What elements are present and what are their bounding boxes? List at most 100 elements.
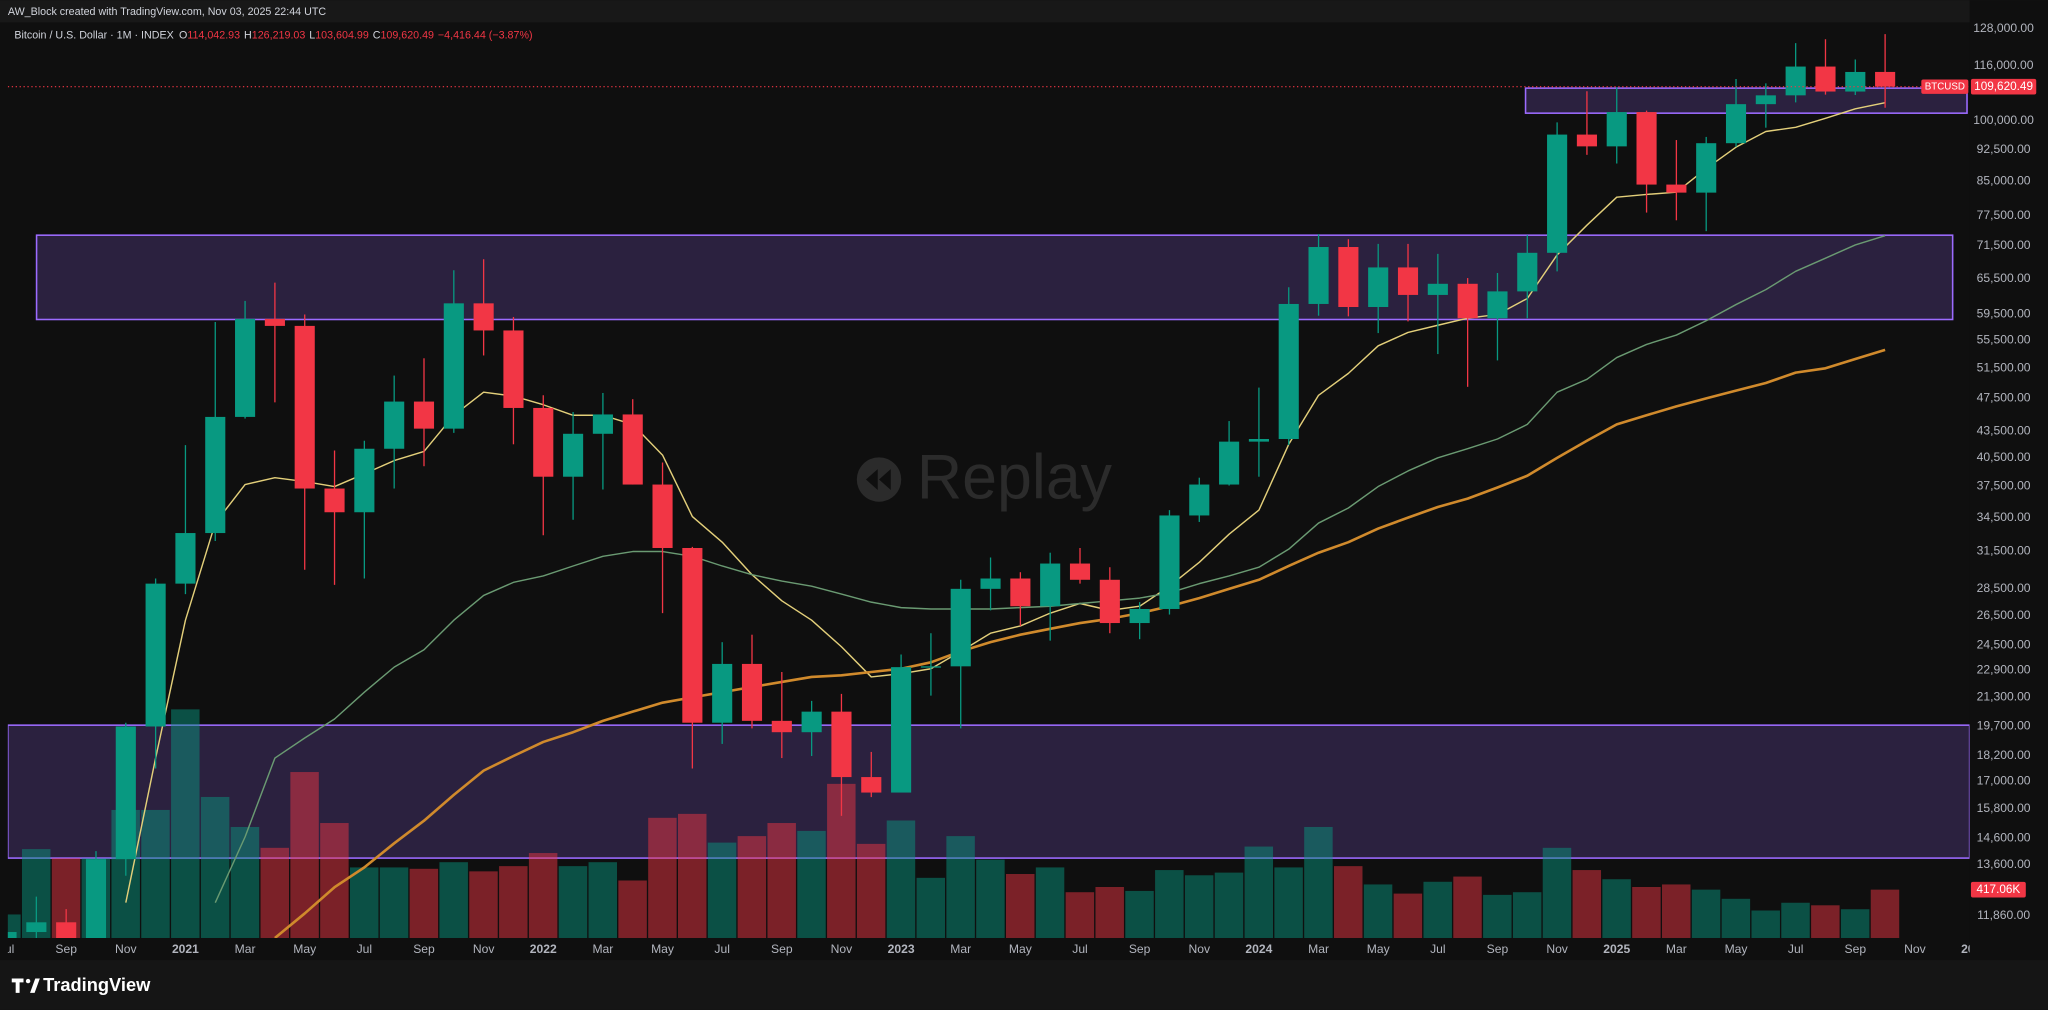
brand-logo: TradingView bbox=[11, 974, 151, 995]
volume-bar bbox=[976, 859, 1005, 938]
last-price-label: 109,620.49 bbox=[1974, 80, 2033, 93]
volume-bar bbox=[1840, 909, 1870, 938]
x-tick-label: Mar bbox=[235, 942, 256, 956]
x-tick-label: Mar bbox=[1308, 942, 1329, 956]
candle-body bbox=[443, 303, 464, 429]
y-tick-label: 13,600.00 bbox=[1977, 857, 2031, 871]
y-tick-label: 14,600.00 bbox=[1977, 830, 2031, 844]
volume-bar bbox=[1632, 886, 1661, 938]
brand: TradingView bbox=[43, 974, 151, 995]
candle-body bbox=[1487, 291, 1508, 319]
x-tick-label: 2021 bbox=[172, 942, 199, 956]
volume-bar bbox=[1035, 867, 1065, 938]
volume-bar bbox=[588, 862, 618, 938]
legend-symbol: Bitcoin / U.S. Dollar · 1M · INDEX bbox=[14, 29, 173, 41]
plot-area: Replay bbox=[7, 34, 1970, 938]
candle-body bbox=[1338, 247, 1359, 308]
candle-body bbox=[1576, 134, 1597, 147]
volume-bar bbox=[1811, 905, 1840, 938]
candle-body bbox=[7, 932, 17, 938]
volume-bar bbox=[499, 866, 528, 938]
candle-body bbox=[1368, 267, 1389, 308]
legend-value: 109,620.49 bbox=[380, 29, 434, 41]
zone bbox=[1524, 87, 1968, 114]
candle-body bbox=[56, 922, 77, 938]
candle-body bbox=[592, 414, 613, 434]
legend-value: 126,219.03 bbox=[252, 29, 306, 41]
candle-body bbox=[801, 711, 822, 733]
ticker-label: BTCUSD bbox=[1925, 82, 1965, 93]
candle-body bbox=[175, 533, 196, 584]
logo-dot bbox=[25, 978, 31, 984]
candle-body bbox=[85, 859, 107, 938]
watermark: Replay bbox=[856, 443, 1113, 513]
volume-bar bbox=[1006, 874, 1035, 938]
candle-body bbox=[1427, 283, 1448, 295]
candle-body bbox=[1010, 578, 1031, 607]
volume-bar bbox=[349, 867, 379, 938]
volume-bar bbox=[1214, 872, 1244, 938]
x-tick-label: Jul bbox=[357, 942, 373, 956]
candle-body bbox=[264, 318, 285, 326]
y-tick-label: 47,500.00 bbox=[1977, 391, 2031, 405]
candle-body bbox=[622, 414, 643, 485]
last-price-badge bbox=[1970, 78, 2037, 95]
volume-bar bbox=[409, 868, 439, 938]
x-tick-label: May bbox=[1009, 942, 1033, 956]
footer bbox=[0, 960, 2048, 1010]
x-tick-label: Nov bbox=[831, 942, 853, 956]
volume-bar bbox=[1393, 893, 1423, 938]
zones bbox=[7, 87, 1970, 859]
volume-bar bbox=[1662, 884, 1691, 938]
candle-body bbox=[771, 720, 792, 733]
legend-value: 103,604.99 bbox=[315, 29, 369, 41]
x-tick-label: Sep bbox=[1487, 942, 1509, 956]
volume-bar bbox=[1125, 890, 1154, 938]
x-tick-label: Sep bbox=[1845, 942, 1867, 956]
volume-bar bbox=[1423, 881, 1452, 938]
y-tick-label: 19,700.00 bbox=[1977, 719, 2031, 733]
x-tick-label: 2026 bbox=[1961, 942, 1988, 956]
candle-body bbox=[1755, 95, 1776, 105]
legend: Bitcoin / U.S. Dollar · 1M · INDEX O114,0… bbox=[14, 29, 532, 41]
x-tick-label: Nov bbox=[1546, 942, 1568, 956]
candle-body bbox=[503, 330, 524, 408]
candle-body bbox=[950, 588, 971, 667]
y-tick-label: 59,500.00 bbox=[1977, 307, 2031, 321]
volume-bar bbox=[1184, 875, 1214, 938]
y-tick-label: 15,800.00 bbox=[1977, 801, 2031, 815]
volume-bar bbox=[379, 867, 409, 938]
x-tick-label: Jul bbox=[1072, 942, 1088, 956]
candle-body bbox=[1785, 66, 1806, 96]
candle-body bbox=[920, 666, 941, 668]
candle-body bbox=[473, 303, 494, 331]
volume-bar bbox=[171, 709, 200, 938]
x-tick-label: Sep bbox=[1129, 942, 1151, 956]
volume-bars bbox=[7, 709, 1900, 938]
x-tick-label: Nov bbox=[1904, 942, 1926, 956]
x-axis: Jul Sep Nov 2021 Mar May Jul Sep Nov 2022 Mar May Ju… bbox=[0, 942, 1988, 956]
zone bbox=[35, 234, 1954, 321]
candle-body bbox=[831, 711, 852, 778]
y-tick-label: 34,500.00 bbox=[1977, 510, 2031, 524]
volume-bar bbox=[1274, 867, 1303, 938]
y-tick-label: 21,300.00 bbox=[1977, 690, 2031, 704]
x-tick-label: Jul bbox=[0, 942, 14, 956]
volume-bar bbox=[290, 772, 319, 938]
x-tick-label: Mar bbox=[1666, 942, 1687, 956]
volume-bar bbox=[1512, 892, 1542, 938]
y-tick-label: 65,500.00 bbox=[1977, 271, 2031, 285]
x-tick-label: Jul bbox=[1430, 942, 1446, 956]
x-tick-label: Sep bbox=[55, 942, 77, 956]
candle-body bbox=[891, 667, 912, 793]
legend-field: H bbox=[244, 29, 252, 41]
x-tick-label: 2022 bbox=[530, 942, 557, 956]
x-tick-label: May bbox=[293, 942, 317, 956]
y-tick-label: 24,500.00 bbox=[1977, 637, 2031, 651]
candle-body bbox=[1397, 267, 1419, 295]
moving-average bbox=[125, 102, 1886, 903]
candles bbox=[7, 34, 1896, 938]
x-tick-label: Nov bbox=[473, 942, 495, 956]
